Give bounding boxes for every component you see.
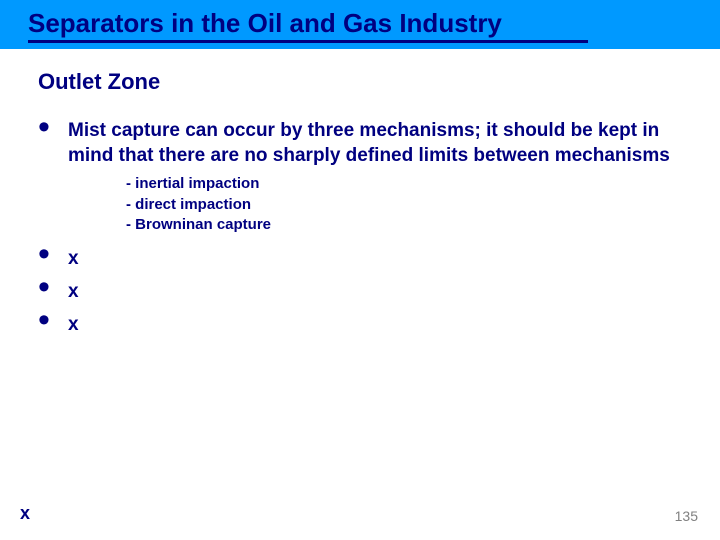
title-bar: Separators in the Oil and Gas Industry	[0, 0, 720, 49]
page-number: 135	[675, 508, 698, 524]
bullet-x2-text: x	[68, 276, 79, 305]
bullet-dot-icon: •	[38, 243, 56, 265]
slide-title: Separators in the Oil and Gas Industry	[28, 8, 720, 39]
sub-item-3: - Browninan capture	[126, 215, 682, 235]
bullet-x3-text: x	[68, 309, 79, 338]
sublist: - inertial impaction - direct impaction …	[126, 174, 682, 235]
footer-x: x	[20, 503, 30, 524]
bullet-x3: • x	[38, 309, 682, 338]
bullet-dot-icon: •	[38, 276, 56, 298]
content-area: Outlet Zone • Mist capture can occur by …	[0, 49, 720, 337]
bullet-main-text: Mist capture can occur by three mechanis…	[68, 117, 682, 168]
sub-item-1: - inertial impaction	[126, 174, 682, 194]
subtitle: Outlet Zone	[38, 69, 682, 95]
bullet-main: • Mist capture can occur by three mechan…	[38, 117, 682, 168]
sub-item-2: - direct impaction	[126, 195, 682, 215]
bullet-x1: • x	[38, 243, 682, 272]
bullet-x2: • x	[38, 276, 682, 305]
bullet-dot-icon: •	[38, 117, 56, 137]
bullet-dot-icon: •	[38, 309, 56, 331]
title-underline	[28, 40, 588, 43]
bullet-x1-text: x	[68, 243, 79, 272]
